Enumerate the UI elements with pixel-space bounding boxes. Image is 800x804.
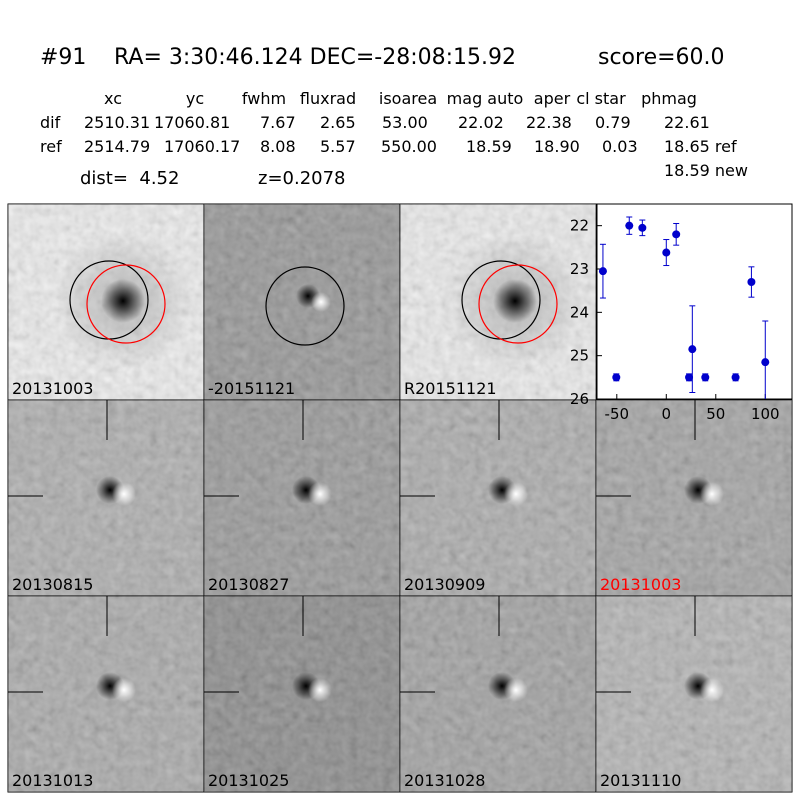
image-panel: 20130827 xyxy=(203,399,401,597)
point xyxy=(598,267,607,276)
table-cell: 0.03 xyxy=(602,137,638,156)
residual-light xyxy=(112,678,136,702)
column-header: mag auto xyxy=(447,89,524,108)
panel-label: 20131013 xyxy=(12,771,93,790)
point xyxy=(662,248,671,257)
plot-marks xyxy=(598,216,770,399)
point xyxy=(701,373,710,382)
aperture-circle xyxy=(265,266,345,346)
column-header: isoarea xyxy=(379,89,437,108)
plot-area xyxy=(596,203,793,400)
residual-light xyxy=(308,678,332,702)
table-cell: 18.59 xyxy=(466,137,512,156)
image-panel: 20131028 xyxy=(399,595,597,793)
y-tick-label: 23 xyxy=(570,260,589,278)
panel-label: 20130909 xyxy=(404,575,485,594)
column-header: aper xyxy=(534,89,571,108)
image-panel: 20131003 xyxy=(7,203,205,401)
table-cell: ref xyxy=(40,137,62,156)
image-panel: 20131003 xyxy=(595,399,793,597)
table-cell: 2510.31 xyxy=(84,113,150,132)
column-header: xc xyxy=(104,89,122,108)
image-panel: R20151121 xyxy=(399,203,597,401)
table-cell: 22.38 xyxy=(526,113,572,132)
image-panel: 20131110 xyxy=(595,595,793,793)
table-cell: 7.67 xyxy=(260,113,296,132)
panel-label: 20131003 xyxy=(12,379,93,398)
table-cell: dif xyxy=(40,113,61,132)
header-score: score=60.0 xyxy=(598,45,725,70)
panel-label: R20151121 xyxy=(404,379,497,398)
column-header: yc xyxy=(186,89,204,108)
point xyxy=(672,230,681,239)
table-extra: 18.59 new xyxy=(664,161,748,180)
table-cell: 17060.81 xyxy=(154,113,230,132)
table-cell: 53.00 xyxy=(382,113,428,132)
column-header: cl star xyxy=(576,89,626,108)
table-cell: 18.65 ref xyxy=(664,137,737,156)
point xyxy=(747,278,756,286)
image-panel: 20131013 xyxy=(7,595,205,793)
residual-light xyxy=(112,482,136,506)
point xyxy=(688,345,697,354)
panel-label: 20130827 xyxy=(208,575,289,594)
point xyxy=(638,223,647,232)
residual-light xyxy=(311,292,331,312)
point xyxy=(612,373,621,382)
x-tick-label: -50 xyxy=(605,405,630,423)
table-cell: 17060.17 xyxy=(164,137,240,156)
y-tick-label: 26 xyxy=(570,390,589,408)
header-id: #91 xyxy=(40,45,86,70)
x-tick-label: 100 xyxy=(751,405,780,423)
point xyxy=(685,373,694,382)
residual-light xyxy=(700,678,724,702)
table-cell: 2.65 xyxy=(320,113,356,132)
column-header: phmag xyxy=(641,89,697,108)
header-dist: dist= 4.52 xyxy=(80,168,179,189)
image-panel: 20131025 xyxy=(203,595,401,793)
residual-light xyxy=(504,678,528,702)
galaxy-core xyxy=(493,279,537,323)
header-z: z=0.2078 xyxy=(258,168,346,189)
header-coords: RA= 3:30:46.124 DEC=-28:08:15.92 xyxy=(114,45,516,70)
point xyxy=(731,373,740,382)
panel-label: 20131110 xyxy=(600,771,681,790)
table-cell: 5.57 xyxy=(320,137,356,156)
table-cell: 22.02 xyxy=(458,113,504,132)
residual-light xyxy=(504,482,528,506)
aperture-circle xyxy=(86,264,166,344)
panel-label: 20130815 xyxy=(12,575,93,594)
x-tick-label: 50 xyxy=(706,405,725,423)
table-cell: 0.79 xyxy=(595,113,631,132)
panel-label: 20131025 xyxy=(208,771,289,790)
panel-label: 20131003 xyxy=(600,575,681,594)
y-tick-label: 24 xyxy=(570,303,589,321)
y-tick-label: 22 xyxy=(570,217,589,235)
image-panel: 20130909 xyxy=(399,399,597,597)
y-tick-label: 25 xyxy=(570,347,589,365)
panel-label: 20131028 xyxy=(404,771,485,790)
image-panel: -20151121 xyxy=(203,203,401,401)
table-cell: 2514.79 xyxy=(84,137,150,156)
column-header: fwhm xyxy=(242,89,286,108)
galaxy-core xyxy=(101,279,145,323)
table-cell: 550.00 xyxy=(381,137,437,156)
panel-label: -20151121 xyxy=(208,379,295,398)
point xyxy=(625,221,634,230)
column-header: fluxrad xyxy=(300,89,356,108)
table-cell: 22.61 xyxy=(664,113,710,132)
residual-light xyxy=(700,482,724,506)
table-cell: 8.08 xyxy=(260,137,296,156)
aperture-circle xyxy=(478,264,558,344)
table-cell: 18.90 xyxy=(534,137,580,156)
residual-light xyxy=(308,482,332,506)
point xyxy=(761,358,770,367)
image-panel: 20130815 xyxy=(7,399,205,597)
x-tick-label: 0 xyxy=(662,405,672,423)
